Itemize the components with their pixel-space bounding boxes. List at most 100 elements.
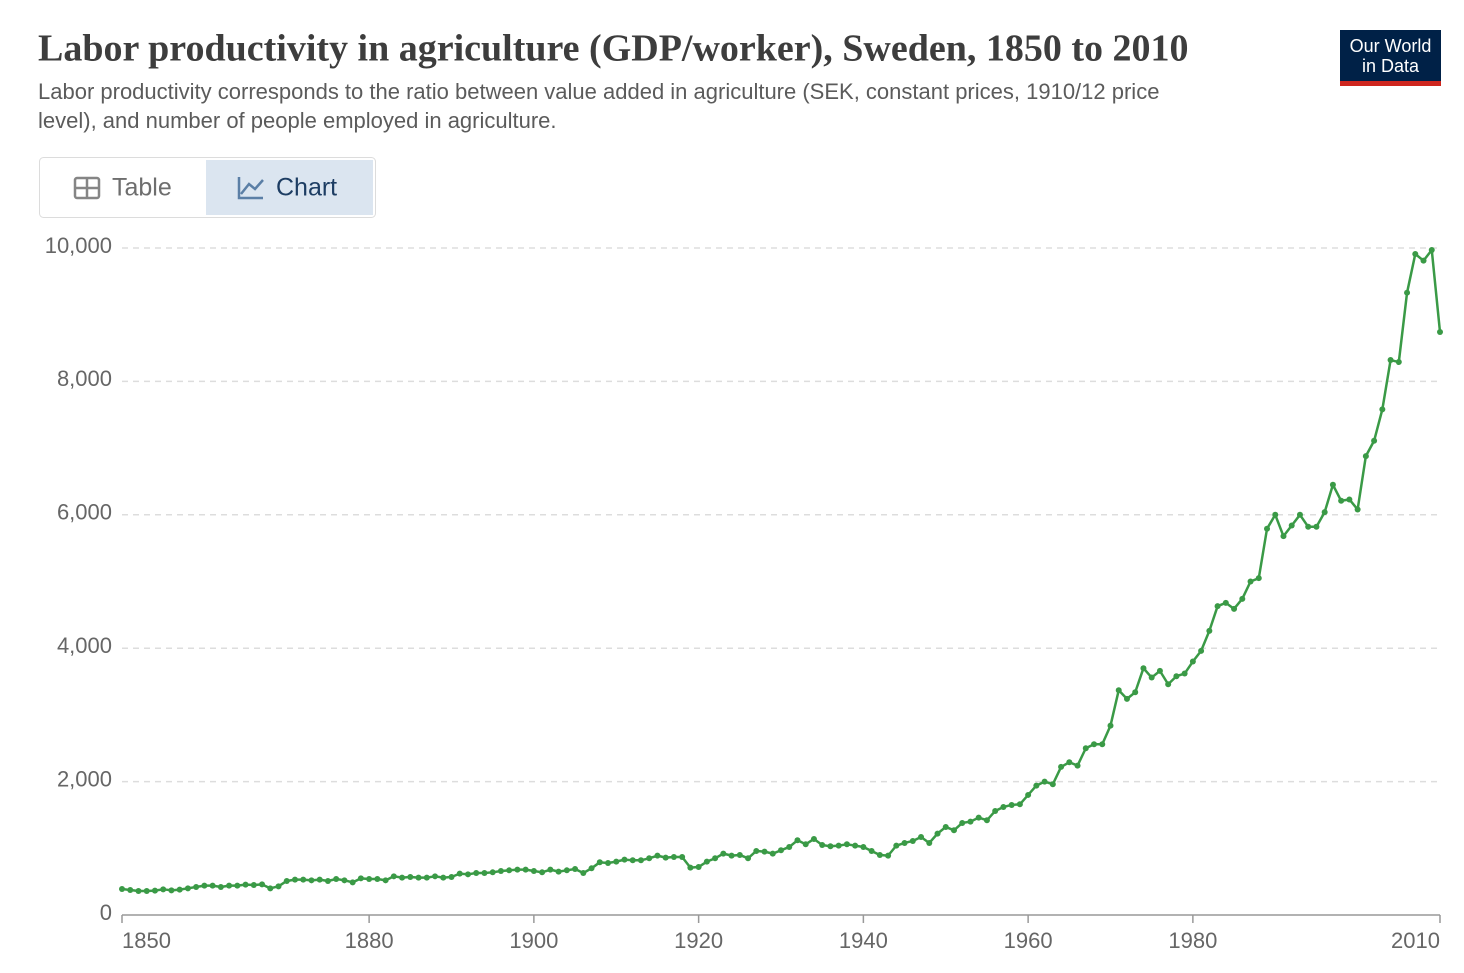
data-point xyxy=(967,818,974,825)
data-point xyxy=(151,887,158,894)
x-tick-label: 1880 xyxy=(345,928,394,953)
data-point xyxy=(160,886,167,893)
data-point xyxy=(1362,453,1369,460)
data-point xyxy=(745,855,752,862)
data-point xyxy=(497,867,504,874)
tab-label: Table xyxy=(112,174,172,202)
data-point xyxy=(1231,605,1238,612)
data-point xyxy=(481,869,488,876)
chart-title: Labor productivity in agriculture (GDP/w… xyxy=(38,28,1189,70)
data-point xyxy=(349,879,356,886)
data-point xyxy=(1371,437,1378,444)
data-point xyxy=(1272,511,1279,518)
x-tick-label: 1900 xyxy=(509,928,558,953)
tab-bar: Table Chart xyxy=(39,157,376,218)
data-point xyxy=(184,885,191,892)
data-point xyxy=(720,850,727,857)
data-point xyxy=(300,876,307,883)
data-point xyxy=(390,873,397,880)
data-point xyxy=(703,858,710,865)
logo-text: in Data xyxy=(1362,56,1420,76)
data-point xyxy=(1123,695,1130,702)
data-point xyxy=(1428,247,1435,254)
x-tick-label: 1980 xyxy=(1168,928,1217,953)
logo[interactable]: Our World in Data xyxy=(1340,30,1441,86)
data-point xyxy=(119,885,125,892)
x-tick-label: 2010 xyxy=(1391,928,1440,953)
data-point xyxy=(983,817,990,824)
chart-subtitle: Labor productivity corresponds to the ra… xyxy=(38,79,1159,104)
x-tick-label: 1960 xyxy=(1004,928,1053,953)
data-point xyxy=(1058,763,1065,770)
data-point xyxy=(695,863,702,870)
data-point xyxy=(357,875,364,882)
data-point xyxy=(135,887,142,894)
data-point xyxy=(975,814,982,821)
data-point xyxy=(1387,357,1394,364)
data-point xyxy=(1148,674,1155,681)
data-point xyxy=(1140,665,1147,672)
data-point xyxy=(316,876,323,883)
data-point xyxy=(176,886,183,893)
data-point xyxy=(506,867,513,874)
data-point xyxy=(1404,289,1411,296)
tab-chart[interactable]: Chart xyxy=(206,160,373,215)
data-point xyxy=(753,847,760,854)
data-point xyxy=(992,807,999,814)
data-point xyxy=(1280,533,1287,540)
data-point xyxy=(1082,745,1089,752)
data-point xyxy=(1041,778,1048,785)
data-point xyxy=(193,883,200,890)
data-point xyxy=(143,887,150,894)
data-point xyxy=(1132,689,1139,696)
data-point xyxy=(432,873,439,880)
tab-label: Chart xyxy=(276,174,337,202)
data-point xyxy=(555,868,562,875)
y-tick-label: 6,000 xyxy=(57,500,112,525)
data-point xyxy=(1025,791,1032,798)
data-point xyxy=(580,869,587,876)
data-point xyxy=(860,843,867,850)
data-point xyxy=(448,873,455,880)
data-point xyxy=(1156,667,1163,674)
data-point xyxy=(1107,722,1114,729)
data-point xyxy=(942,823,949,830)
data-point xyxy=(1222,599,1229,606)
chart-subtitle: level), and number of people employed in… xyxy=(38,108,557,133)
data-point xyxy=(613,858,620,865)
data-point xyxy=(843,841,850,848)
data-point xyxy=(382,877,389,884)
data-point xyxy=(810,835,817,842)
data-point xyxy=(440,874,447,881)
data-point xyxy=(127,886,134,893)
data-point xyxy=(909,837,916,844)
data-point xyxy=(1379,406,1386,413)
data-point xyxy=(209,882,216,889)
x-tick-label: 1940 xyxy=(839,928,888,953)
data-point xyxy=(876,851,883,858)
data-point xyxy=(1437,329,1443,336)
data-point xyxy=(399,874,406,881)
data-point xyxy=(1412,251,1419,258)
series xyxy=(119,247,1443,894)
data-point xyxy=(654,852,661,859)
data-point xyxy=(563,867,570,874)
y-tick-label: 10,000 xyxy=(45,233,112,258)
x-tick-label: 1850 xyxy=(122,928,171,953)
data-point xyxy=(242,881,249,888)
data-point xyxy=(1420,257,1427,264)
data-point xyxy=(885,852,892,859)
data-point xyxy=(423,874,430,881)
logo-background xyxy=(1340,30,1441,82)
data-point xyxy=(786,843,793,850)
data-point xyxy=(1181,670,1188,677)
data-point xyxy=(1239,595,1246,602)
data-point xyxy=(283,877,290,884)
data-point xyxy=(275,883,282,890)
data-point xyxy=(852,842,859,849)
data-point xyxy=(728,852,735,859)
tab-table[interactable]: Table xyxy=(73,174,172,202)
data-point xyxy=(1033,782,1040,789)
